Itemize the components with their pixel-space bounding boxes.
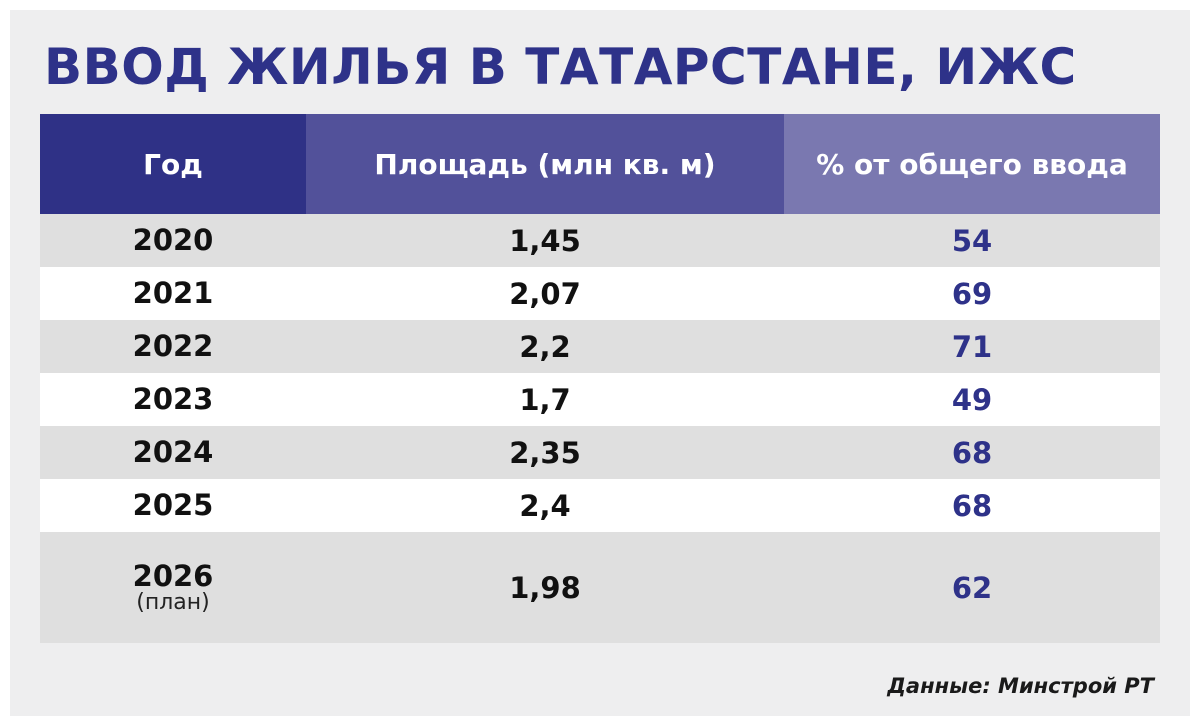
table-row: 2021 2,07 69 [40, 267, 1160, 320]
page-title: ВВОД ЖИЛЬЯ В ТАТАРСТАНЕ, ИЖС [44, 38, 1077, 96]
cell-percent: 62 [951, 570, 993, 605]
data-table: Год Площадь (млн кв. м) % от общего ввод… [40, 114, 1160, 643]
source-note: Данные: Минстрой РТ [887, 674, 1154, 698]
year-value: 2021 [132, 276, 214, 311]
plan-note: (план) [136, 590, 210, 616]
cell-area: 1,98 [509, 570, 581, 605]
cell-year: 2020 [40, 214, 306, 267]
year-value: 2024 [132, 435, 214, 470]
table-row: 2025 2,4 68 [40, 479, 1160, 532]
cell-percent: 54 [951, 223, 993, 258]
cell-year: 2025 [40, 479, 306, 532]
header-percent: % от общего ввода [784, 114, 1160, 214]
table-header: Год Площадь (млн кв. м) % от общего ввод… [40, 114, 1160, 214]
year-value: 2020 [132, 223, 214, 258]
table-row: 2023 1,7 49 [40, 373, 1160, 426]
header-area: Площадь (млн кв. м) [306, 114, 784, 214]
cell-percent: 49 [951, 382, 993, 417]
cell-percent: 68 [951, 435, 993, 470]
cell-year: 2024 [40, 426, 306, 479]
cell-percent: 71 [951, 329, 993, 364]
year-value: 2023 [132, 382, 214, 417]
cell-percent: 68 [951, 488, 993, 523]
cell-area: 1,7 [519, 382, 571, 417]
cell-area: 2,35 [509, 435, 581, 470]
cell-area: 1,45 [509, 223, 581, 258]
header-year: Год [40, 114, 306, 214]
table-row: 2022 2,2 71 [40, 320, 1160, 373]
cell-year: 2021 [40, 267, 306, 320]
table-row: 2026 (план) 1,98 62 [40, 532, 1160, 643]
infographic-card: ВВОД ЖИЛЬЯ В ТАТАРСТАНЕ, ИЖС Год Площадь… [10, 10, 1190, 716]
cell-area: 2,2 [519, 329, 571, 364]
year-value: 2025 [132, 488, 214, 523]
cell-percent: 69 [951, 276, 993, 311]
table-row: 2024 2,35 68 [40, 426, 1160, 479]
cell-year: 2026 (план) [40, 532, 306, 643]
table-row: 2020 1,45 54 [40, 214, 1160, 267]
cell-year: 2022 [40, 320, 306, 373]
year-value: 2026 [132, 558, 214, 593]
cell-area: 2,4 [519, 488, 571, 523]
cell-area: 2,07 [509, 276, 581, 311]
year-value: 2022 [132, 329, 214, 364]
cell-year: 2023 [40, 373, 306, 426]
